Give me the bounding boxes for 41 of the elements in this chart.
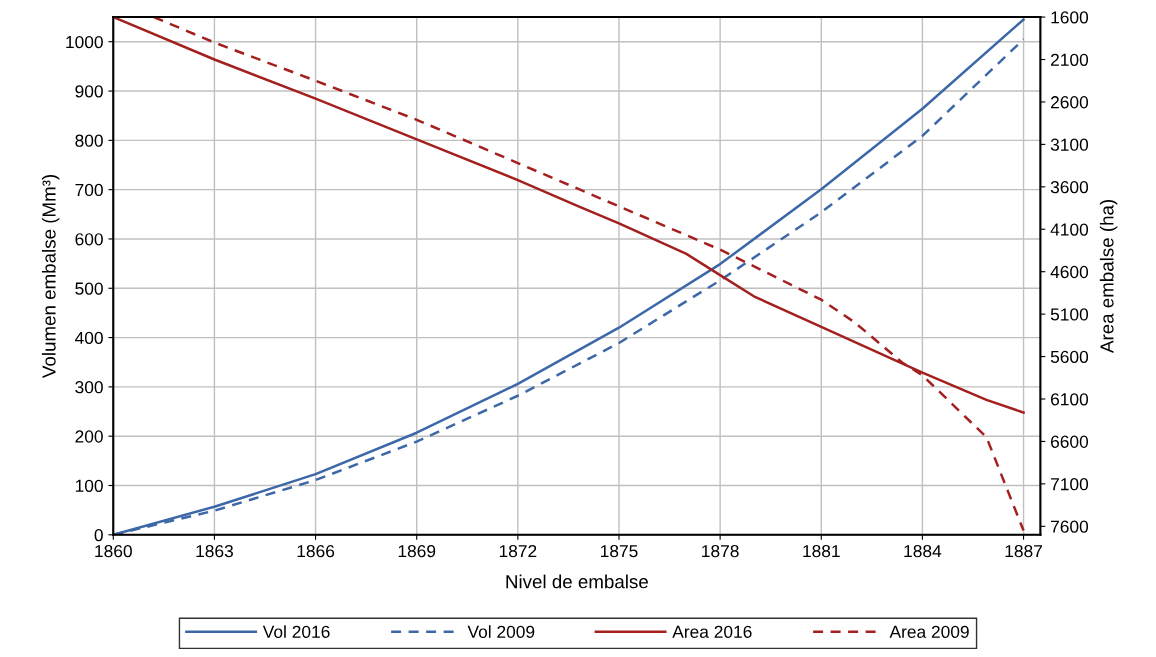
- y2-axis-title: Area embalse (ha): [1099, 199, 1118, 354]
- x-tick-label: 1881: [803, 544, 840, 558]
- x-axis-title: Nivel de embalse: [506, 574, 648, 589]
- x-tick-label: 1872: [499, 544, 537, 558]
- y-tick-label: 0: [94, 528, 103, 542]
- x-tick-label: 1863: [196, 544, 233, 558]
- y2-tick-label: 6600: [1051, 435, 1089, 448]
- x-tick-label: 1878: [702, 544, 739, 558]
- y2-tick-label: 5600: [1050, 350, 1089, 364]
- y-tick-label: 400: [75, 331, 103, 345]
- y2-tick-label: 1600: [1051, 11, 1089, 24]
- y-tick-label: 200: [75, 430, 103, 443]
- y-tick-label: 1000: [66, 35, 103, 49]
- x-tick-label: 1875: [601, 544, 638, 558]
- x-tick-label: 1860: [95, 544, 132, 558]
- legend-label: Vol 2016: [262, 625, 330, 638]
- y2-tick-label: 5100: [1050, 308, 1089, 321]
- legend-label: Area 2009: [889, 625, 969, 638]
- y-tick-label: 300: [75, 381, 103, 394]
- y-tick-label: 700: [75, 183, 103, 197]
- y2-tick-label: 2100: [1051, 53, 1089, 66]
- y2-tick-label: 4100: [1050, 223, 1089, 236]
- x-tick-label: 1887: [1005, 544, 1042, 558]
- y2-tick-label: 2600: [1051, 96, 1089, 109]
- y-tick-label: 800: [75, 134, 103, 147]
- y2-tick-label: 6100: [1051, 393, 1089, 406]
- y2-tick-label: 7600: [1051, 520, 1089, 533]
- y-tick-label: 600: [75, 233, 103, 246]
- legend-label: Area 2016: [672, 625, 752, 638]
- y2-tick-label: 3100: [1050, 138, 1089, 151]
- y2-tick-label: 4600: [1050, 265, 1089, 279]
- x-tick-label: 1869: [398, 544, 436, 558]
- x-tick-label: 1884: [904, 544, 942, 558]
- y-tick-label: 500: [75, 282, 103, 295]
- y-tick-label: 900: [75, 85, 103, 98]
- x-tick-label: 1866: [297, 544, 335, 558]
- y-tick-label: 100: [75, 479, 103, 492]
- y-axis-title: Volumen embalse (Mm³): [41, 174, 60, 378]
- y2-tick-label: 7100: [1051, 478, 1089, 491]
- y2-tick-label: 3600: [1050, 180, 1089, 194]
- legend-label: Vol 2009: [467, 625, 535, 638]
